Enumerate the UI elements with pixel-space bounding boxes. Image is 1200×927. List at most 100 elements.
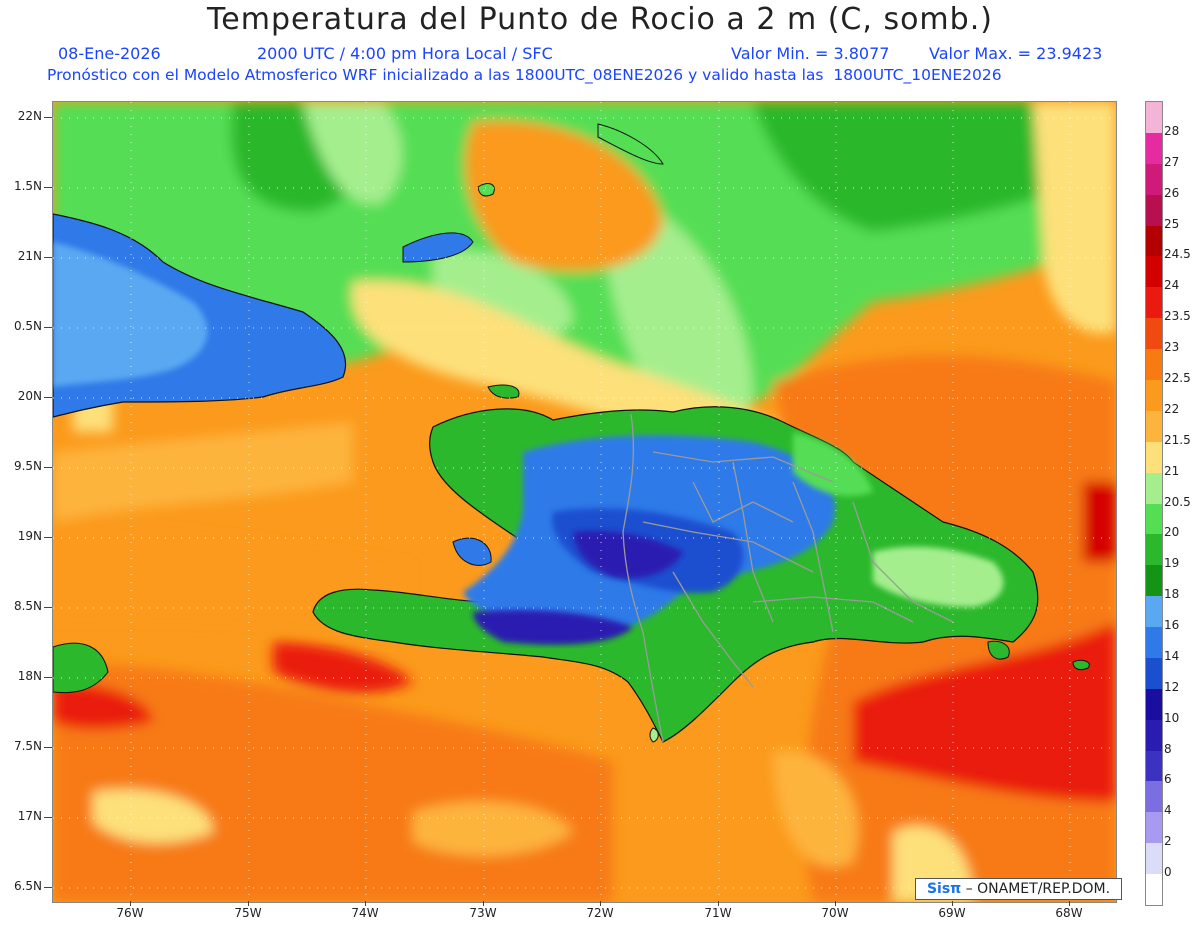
colorbar-label: 26	[1164, 185, 1180, 200]
lat-label-16-5n: 6.5N	[13, 879, 42, 893]
colorbar-cell	[1146, 132, 1162, 164]
colorbar-cell	[1146, 318, 1162, 350]
colorbar-cell	[1146, 565, 1162, 597]
colorbar-label: 24	[1164, 278, 1180, 293]
forecast-date: 08-Ene-2026	[58, 44, 161, 63]
colorbar-label: 18	[1164, 587, 1180, 602]
hispaniola-land	[312, 384, 1039, 743]
colorbar-label: 4	[1164, 803, 1172, 818]
lat-label-19n: 19N	[17, 529, 42, 543]
lat-tick	[44, 537, 52, 538]
lat-tick	[44, 607, 52, 608]
colorbar-label: 0	[1164, 865, 1172, 880]
lat-tick	[44, 817, 52, 818]
lon-tick	[835, 901, 836, 906]
colorbar-label: 27	[1164, 154, 1180, 169]
map-title: Temperatura del Punto de Rocio a 2 m (C,…	[207, 2, 993, 37]
colorbar-cell	[1146, 472, 1162, 504]
colorbar-cell	[1146, 688, 1162, 720]
colorbar-cell	[1146, 812, 1162, 844]
colorbar-label: 20	[1164, 525, 1180, 540]
lon-tick	[718, 901, 719, 906]
lat-label-17-5n: 7.5N	[13, 739, 42, 753]
colorbar-cell	[1146, 225, 1162, 257]
lon-tick	[483, 901, 484, 906]
colorbar-cell	[1146, 657, 1162, 689]
lat-tick	[44, 397, 52, 398]
colorbar-label: 21.5	[1164, 432, 1191, 447]
lon-tick	[952, 901, 953, 906]
dewpoint-map	[52, 101, 1117, 903]
lat-label-19-5n: 9.5N	[13, 459, 42, 473]
value-max: Valor Max. = 23.9423	[929, 44, 1103, 63]
colorbar-label: 6	[1164, 772, 1172, 787]
lon-tick	[130, 901, 131, 906]
isla-saona	[987, 640, 1010, 660]
colorbar-label: 22	[1164, 401, 1180, 416]
credit-box: Sisπ – ONAMET/REP.DOM.	[915, 878, 1122, 900]
colorbar-cell	[1146, 379, 1162, 411]
colorbar	[1145, 101, 1163, 906]
colorbar-label: 8	[1164, 741, 1172, 756]
lon-label-73w: 73W	[469, 906, 497, 920]
lat-tick	[44, 747, 52, 748]
colorbar-label: 16	[1164, 618, 1180, 633]
forecast-note: Pronóstico con el Modelo Atmosferico WRF…	[47, 66, 1002, 84]
lat-tick	[44, 117, 52, 118]
colorbar-cell	[1146, 287, 1162, 319]
lat-label-21n: 21N	[17, 249, 42, 263]
lat-tick	[44, 187, 52, 188]
colorbar-cell	[1146, 627, 1162, 659]
colorbar-cell	[1146, 534, 1162, 566]
lat-tick	[44, 257, 52, 258]
credit-text: – ONAMET/REP.DOM.	[965, 881, 1111, 897]
colorbar-cell	[1146, 349, 1162, 381]
colorbar-label: 12	[1164, 679, 1180, 694]
colorbar-label: 20.5	[1164, 494, 1191, 509]
colorbar-cell	[1146, 256, 1162, 288]
lon-label-70w: 70W	[821, 906, 849, 920]
lat-label-22n: 22N	[17, 109, 42, 123]
cuba-land	[53, 123, 664, 418]
jamaica-land	[53, 642, 109, 694]
colorbar-label: 19	[1164, 556, 1180, 571]
colorbar-cell	[1146, 781, 1162, 813]
colorbar-cell	[1146, 750, 1162, 782]
colorbar-label: 10	[1164, 710, 1180, 725]
colorbar-label: 23	[1164, 340, 1180, 355]
lat-tick	[44, 467, 52, 468]
lat-label-20-5n: 0.5N	[13, 319, 42, 333]
colorbar-label: 24.5	[1164, 247, 1191, 262]
lat-label-18-5n: 8.5N	[13, 599, 42, 613]
colorbar-cell	[1146, 102, 1162, 133]
colorbar-label: 2	[1164, 834, 1172, 849]
lon-label-75w: 75W	[234, 906, 262, 920]
lat-label-20n: 20N	[17, 389, 42, 403]
colorbar-label: 21	[1164, 463, 1180, 478]
lon-label-69w: 69W	[938, 906, 966, 920]
mona-island	[1072, 659, 1090, 671]
colorbar-cell	[1146, 194, 1162, 226]
lat-label-17n: 17N	[17, 809, 42, 823]
colorbar-label: 25	[1164, 216, 1180, 231]
lat-tick	[44, 327, 52, 328]
colorbar-cell	[1146, 596, 1162, 628]
colorbar-cell	[1146, 503, 1162, 535]
lon-label-71w: 71W	[704, 906, 732, 920]
lon-tick	[365, 901, 366, 906]
value-min: Valor Min. = 3.8077	[731, 44, 890, 63]
colorbar-cell	[1146, 410, 1162, 442]
lon-tick	[600, 901, 601, 906]
colorbar-cell	[1146, 719, 1162, 751]
graticule	[53, 102, 1116, 902]
colorbar-label: 28	[1164, 123, 1180, 138]
sispi-logo: Sisπ	[926, 881, 962, 897]
lat-label-18n: 18N	[17, 669, 42, 683]
map-canvas	[53, 102, 1116, 902]
lon-label-76w: 76W	[116, 906, 144, 920]
colorbar-cell	[1146, 874, 1162, 906]
lat-tick	[44, 677, 52, 678]
lon-tick	[1069, 901, 1070, 906]
colorbar-cell	[1146, 843, 1162, 875]
lon-label-72w: 72W	[586, 906, 614, 920]
